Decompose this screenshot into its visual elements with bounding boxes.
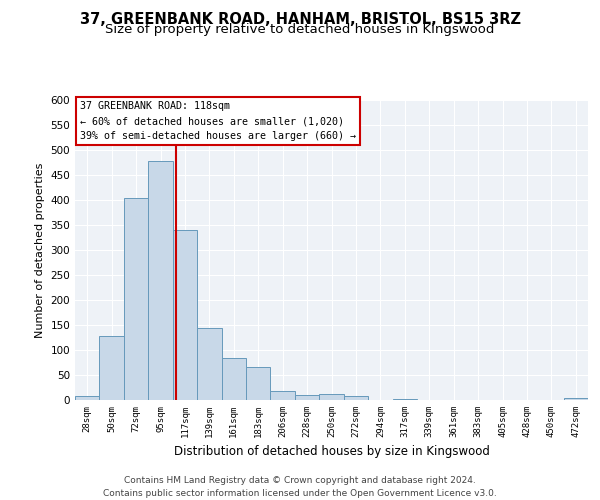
Bar xyxy=(124,198,148,400)
Bar xyxy=(221,358,246,400)
Text: Contains HM Land Registry data © Crown copyright and database right 2024.
Contai: Contains HM Land Registry data © Crown c… xyxy=(103,476,497,498)
Bar xyxy=(563,398,588,400)
Bar xyxy=(344,396,368,400)
Bar xyxy=(75,396,100,400)
Bar xyxy=(295,395,319,400)
Bar xyxy=(392,398,417,400)
Text: Size of property relative to detached houses in Kingswood: Size of property relative to detached ho… xyxy=(106,22,494,36)
Text: 37, GREENBANK ROAD, HANHAM, BRISTOL, BS15 3RZ: 37, GREENBANK ROAD, HANHAM, BRISTOL, BS1… xyxy=(79,12,521,28)
X-axis label: Distribution of detached houses by size in Kingswood: Distribution of detached houses by size … xyxy=(173,446,490,458)
Bar xyxy=(271,391,295,400)
Bar xyxy=(246,366,271,400)
Text: 37 GREENBANK ROAD: 118sqm
← 60% of detached houses are smaller (1,020)
39% of se: 37 GREENBANK ROAD: 118sqm ← 60% of detac… xyxy=(80,101,356,141)
Y-axis label: Number of detached properties: Number of detached properties xyxy=(35,162,45,338)
Bar xyxy=(197,328,221,400)
Bar xyxy=(100,336,124,400)
Bar xyxy=(173,230,197,400)
Bar xyxy=(319,394,344,400)
Bar xyxy=(148,161,173,400)
